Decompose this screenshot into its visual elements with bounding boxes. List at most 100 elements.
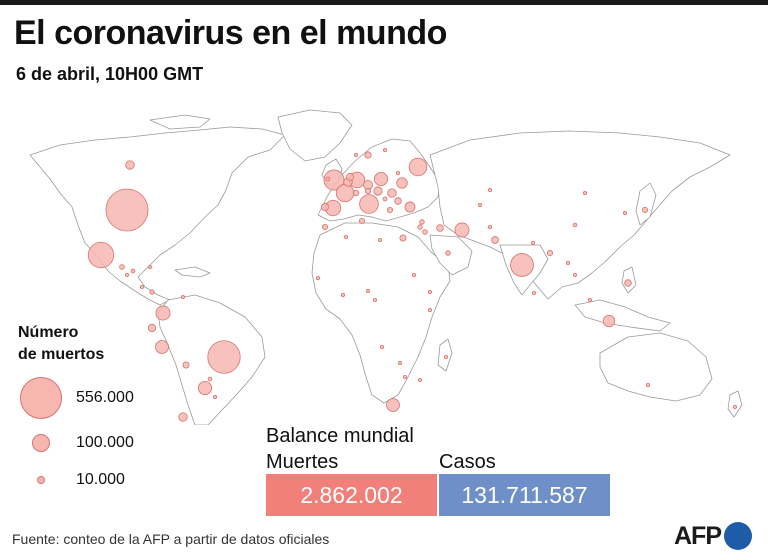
bubble-nepal bbox=[531, 240, 536, 245]
legend-label-large: 556.000 bbox=[76, 389, 134, 406]
bubble-malasia bbox=[588, 297, 593, 302]
land-arabia bbox=[429, 234, 473, 276]
cases-label: Casos bbox=[439, 451, 496, 473]
bubble-bulgaria bbox=[394, 197, 402, 205]
land-new-zealand bbox=[727, 390, 743, 418]
bubble-camerun bbox=[372, 297, 377, 302]
bubble-nigeria bbox=[365, 288, 370, 293]
bubble-finlandia bbox=[382, 148, 387, 153]
land-caribbean bbox=[174, 266, 211, 278]
top-rule bbox=[0, 0, 768, 5]
bubble-ecuador bbox=[147, 323, 157, 333]
bubble-polonia bbox=[373, 172, 388, 187]
world-map bbox=[29, 109, 743, 425]
bubble-colombia bbox=[155, 305, 171, 321]
bubble-etiopia bbox=[427, 289, 432, 294]
afp-logo: AFP bbox=[674, 520, 752, 552]
bubble-ghana bbox=[340, 292, 345, 297]
bubble-rumania bbox=[387, 188, 397, 198]
bubble-italia bbox=[359, 194, 379, 214]
bubble-honduras bbox=[130, 268, 136, 274]
deaths-value-box: 2.862.002 bbox=[266, 474, 437, 516]
bubble-sri-lanka bbox=[532, 290, 537, 295]
bubble-libano bbox=[419, 219, 425, 225]
deaths-value: 2.862.002 bbox=[300, 481, 403, 508]
bubble-costa-rica bbox=[139, 284, 144, 289]
cases-value: 131.711.587 bbox=[461, 481, 588, 508]
land-asia bbox=[429, 130, 731, 300]
bubble-corea-del-sur bbox=[623, 211, 628, 216]
bubble-banglades bbox=[546, 249, 554, 257]
bubble-sudafrica bbox=[386, 398, 400, 412]
death-bubbles bbox=[87, 148, 738, 422]
bubble-brasil bbox=[207, 340, 241, 374]
bubble-arabia-saudita bbox=[445, 250, 451, 256]
bubble-kazajistan bbox=[487, 188, 492, 193]
afp-logo-text: AFP bbox=[674, 521, 722, 550]
bubble-india bbox=[510, 253, 534, 277]
bubble-australia bbox=[646, 382, 651, 387]
bubble-paraguay bbox=[207, 376, 213, 382]
bubble-uruguay bbox=[212, 394, 217, 399]
afp-logo-dot bbox=[724, 522, 752, 550]
land-australia bbox=[599, 332, 713, 402]
bubble-china bbox=[572, 222, 578, 228]
bubble-kenia bbox=[427, 307, 432, 312]
bubble-suecia bbox=[364, 151, 372, 159]
bubble-argentina bbox=[197, 380, 213, 396]
legend-circle-large bbox=[20, 377, 62, 419]
bubble-argelia bbox=[343, 234, 348, 239]
bubble-afganistan bbox=[487, 224, 492, 229]
legend-label-small: 10.000 bbox=[76, 471, 125, 488]
bubble-canada bbox=[125, 160, 135, 170]
bubble-israel bbox=[417, 224, 423, 230]
bubble-panama bbox=[149, 289, 155, 295]
bubble-turquia bbox=[404, 201, 416, 213]
bubble-grecia bbox=[386, 206, 394, 214]
bubble-irak bbox=[436, 224, 444, 232]
bubble-angola bbox=[379, 344, 384, 349]
bubble-serbia bbox=[382, 196, 388, 202]
bubble-portugal bbox=[320, 202, 330, 212]
land-japan bbox=[635, 182, 657, 226]
bubble-noruega bbox=[353, 153, 358, 158]
bubble-paises-bajos bbox=[346, 173, 354, 181]
legend-title-line1: Número bbox=[18, 324, 79, 341]
bubble-mexico bbox=[87, 241, 115, 269]
bubble-jordania bbox=[422, 229, 428, 235]
bubble-venezuela bbox=[180, 294, 185, 299]
land-masses bbox=[29, 109, 743, 425]
source-note: Fuente: conteo de la AFP a partir de dat… bbox=[12, 531, 330, 547]
page-subtitle: 6 de abril, 10H00 GMT bbox=[16, 64, 204, 84]
bubble-peru bbox=[155, 340, 169, 354]
land-africa bbox=[311, 222, 451, 404]
bubble-zambia bbox=[397, 360, 402, 365]
bubble-bielorrusia bbox=[395, 171, 400, 176]
bubble-irlanda bbox=[325, 176, 331, 182]
legend-title: Número de muertos bbox=[18, 322, 104, 366]
legend-circle-medium bbox=[32, 434, 50, 452]
bubble-senegal bbox=[315, 275, 320, 280]
legend-circle-small bbox=[37, 476, 45, 484]
bubble-guatemala bbox=[119, 264, 125, 270]
bubble-estados-unidos bbox=[105, 188, 149, 232]
land-indonesia bbox=[574, 299, 671, 332]
cases-value-box: 131.711.587 bbox=[439, 474, 610, 516]
bubble-zimbabue bbox=[402, 374, 407, 379]
bubble-myanmar bbox=[566, 260, 571, 265]
bubble-ucrania bbox=[396, 177, 408, 189]
bubble-filipinas bbox=[624, 279, 632, 287]
bubble-nueva-zelanda bbox=[733, 404, 738, 409]
bubble-francia bbox=[335, 183, 355, 203]
land-madagascar bbox=[437, 338, 453, 372]
bubble-el-salvador bbox=[125, 272, 130, 277]
bubble-marruecos bbox=[321, 223, 329, 231]
bubble-rusia bbox=[408, 157, 428, 177]
bubble-madagascar bbox=[443, 354, 448, 359]
bubble-bolivia bbox=[182, 361, 190, 369]
bubble-indonesia bbox=[602, 314, 616, 328]
bubble-cuba bbox=[147, 264, 152, 269]
bubble-egipto bbox=[399, 234, 407, 242]
bubble-sudan bbox=[411, 272, 416, 277]
bubble-iran bbox=[454, 222, 470, 238]
